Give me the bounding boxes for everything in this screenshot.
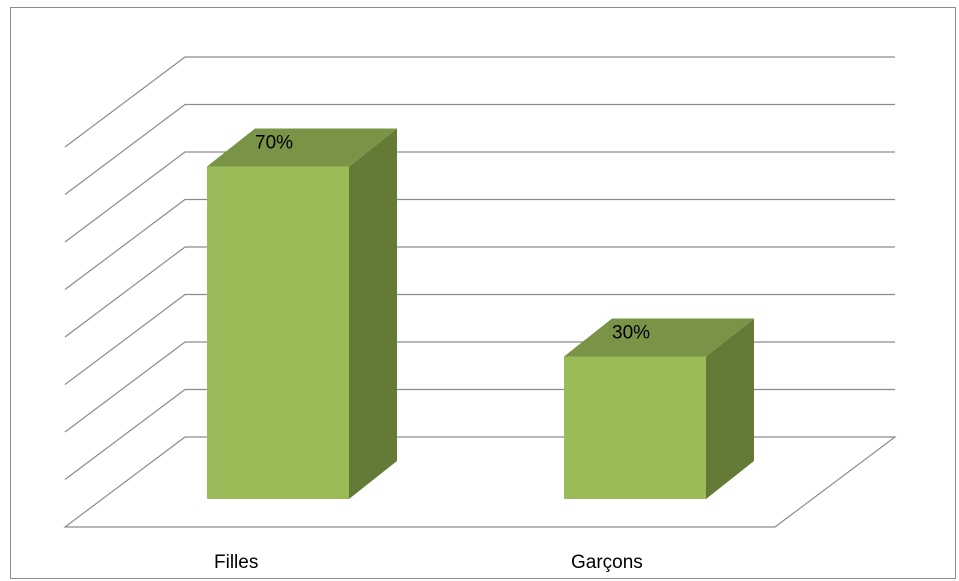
gridline	[64, 198, 895, 290]
gridline	[64, 103, 895, 195]
floor	[63, 436, 897, 528]
bars	[207, 128, 754, 499]
data-label-filles: 70%	[255, 133, 293, 154]
category-label-filles: Filles	[214, 552, 258, 573]
bar-front-garçons	[564, 356, 706, 499]
gridline	[64, 293, 895, 385]
gridline	[64, 56, 895, 148]
labels: 70% Filles 30% Garçons	[214, 133, 650, 574]
bar-side-garçons	[706, 318, 754, 499]
gridline	[64, 151, 895, 243]
gridline	[64, 246, 895, 338]
bar-side-filles	[349, 128, 397, 499]
chart-frame	[10, 7, 956, 579]
bar-top-garçons	[564, 318, 754, 357]
bar-front-filles	[207, 166, 349, 499]
gridlines	[63, 56, 897, 528]
data-label-garçons: 30%	[612, 323, 650, 344]
bar-top-filles	[207, 128, 397, 167]
category-label-garçons: Garçons	[571, 552, 643, 573]
gridline	[64, 341, 895, 433]
gridline	[64, 388, 895, 480]
